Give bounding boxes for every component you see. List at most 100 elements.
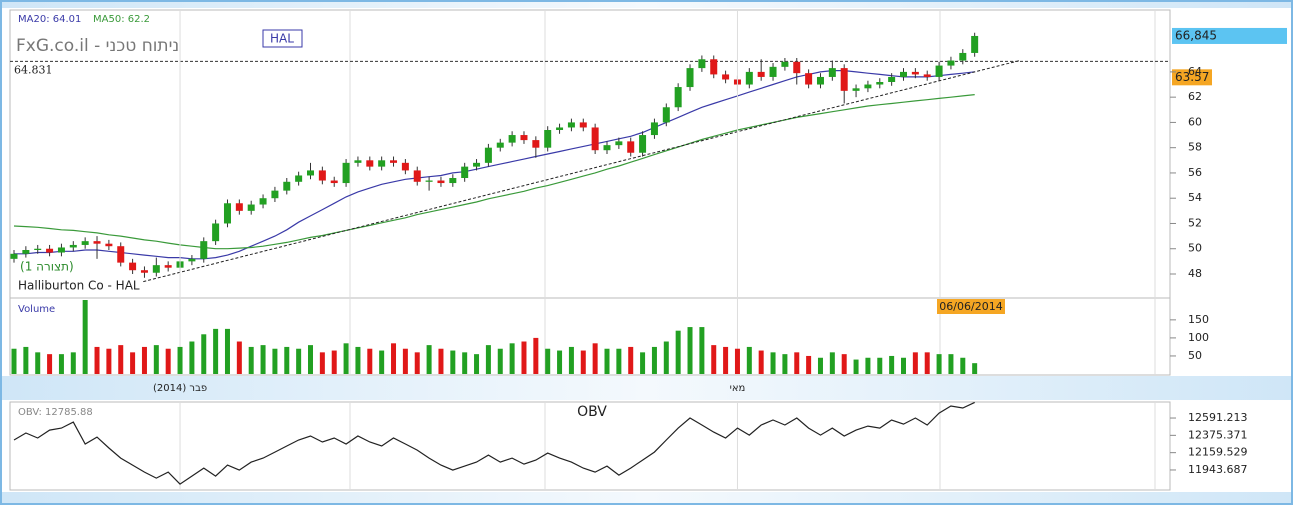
candle-body	[532, 140, 540, 148]
site-title: FxG.co.il - ניתוח טכני	[16, 36, 179, 56]
annotation: (תצורה 1)	[20, 260, 74, 274]
volume-bar	[497, 348, 503, 374]
candle-body	[923, 74, 931, 77]
candle-body	[378, 160, 386, 167]
volume-bar	[829, 352, 835, 374]
volume-bar	[557, 350, 563, 374]
volume-bar	[165, 348, 171, 374]
candle-body	[473, 162, 481, 167]
candle-body	[425, 180, 433, 182]
candle-body	[935, 65, 943, 77]
subtitle: Halliburton Co - HAL	[18, 279, 140, 293]
y-tick-label: 50	[1188, 349, 1202, 362]
candle-body	[164, 265, 172, 268]
obv-line	[13, 401, 975, 485]
candle-body	[93, 241, 101, 244]
candle-body	[307, 170, 314, 176]
volume-bar	[960, 357, 966, 374]
candle-body	[556, 127, 564, 130]
y-tick-label: 50	[1188, 242, 1202, 255]
y-tick-label: 150	[1188, 313, 1209, 326]
volume-bar	[153, 345, 159, 374]
volume-bar	[651, 346, 657, 374]
candle-body	[496, 142, 504, 148]
volume-bar	[568, 346, 574, 374]
candle-body	[971, 35, 979, 53]
candle-body	[710, 59, 718, 75]
candle-body	[330, 180, 338, 184]
candle-body	[639, 135, 647, 153]
candle-body	[437, 180, 445, 184]
y-tick-label: 12159.529	[1188, 446, 1248, 459]
candle-body	[461, 166, 469, 178]
y-tick-label: 12375.371	[1188, 428, 1248, 441]
candle-body	[46, 248, 54, 253]
candle-body	[188, 258, 196, 262]
candle-body	[520, 135, 528, 141]
candle-body	[828, 68, 836, 77]
candle-body	[390, 160, 398, 163]
candle-body	[793, 61, 801, 74]
volume-bar	[901, 357, 906, 374]
candle-body	[722, 74, 730, 80]
obv-panel	[9, 401, 1171, 491]
volume-bar	[462, 352, 468, 374]
date-band	[2, 376, 1291, 400]
volume-bar	[853, 359, 859, 374]
volume-bar	[794, 352, 800, 374]
y-tick-label: 12591.213	[1188, 411, 1248, 424]
y-tick-label: 60	[1188, 115, 1202, 128]
volume-bar	[580, 350, 586, 374]
marker-box	[1172, 69, 1212, 86]
volume-bar	[141, 346, 147, 374]
volume-bar	[94, 346, 100, 374]
last-price-box	[1172, 27, 1287, 44]
volume-bar	[734, 348, 740, 374]
volume-bar	[806, 355, 812, 374]
level-label: 64.831	[14, 63, 53, 76]
candle-body	[591, 127, 599, 151]
date-box	[937, 299, 1005, 314]
legend-entry: MA20: 64.01	[18, 14, 81, 25]
y-tick-label: 54	[1188, 191, 1202, 204]
volume-bar	[924, 352, 930, 374]
candle-body	[650, 122, 658, 136]
volume-bar	[296, 348, 302, 374]
candle-body	[662, 107, 670, 123]
candle-body	[484, 147, 492, 163]
y-tick-label: 58	[1188, 141, 1202, 154]
candle-body	[342, 162, 350, 184]
candle-body	[81, 241, 89, 245]
candle-body	[947, 60, 955, 66]
volume-bar	[284, 346, 290, 374]
volume-bar	[343, 343, 349, 374]
candle-body	[627, 141, 635, 153]
candle-body	[686, 68, 694, 88]
y-tick-label: 56	[1188, 166, 1202, 179]
marker-label: 63.57	[1175, 70, 1209, 84]
volume-bar	[35, 352, 41, 374]
volume-bar	[391, 343, 397, 374]
volume-bar	[260, 345, 266, 374]
volume-bar	[118, 345, 124, 374]
time-grid	[349, 10, 1156, 490]
candle-body	[22, 250, 30, 254]
candle-body	[223, 203, 231, 224]
volume-bar	[877, 357, 883, 374]
volume-bar	[699, 327, 705, 374]
volume-bar	[711, 345, 717, 374]
y-tick-label: 62	[1188, 90, 1202, 103]
candle-body	[129, 262, 137, 271]
volume-bar	[201, 334, 207, 374]
candle-body	[757, 71, 765, 77]
volume-bar	[782, 354, 788, 374]
volume-bar	[189, 341, 195, 374]
volume-bar	[402, 348, 408, 374]
candle-body	[745, 71, 753, 85]
volume-bar	[426, 345, 432, 374]
legend-entry: MA50: 62.2	[93, 14, 150, 25]
volume-bar	[106, 348, 112, 374]
candle-body	[603, 145, 611, 151]
candle-body	[567, 122, 575, 128]
candle-body	[544, 130, 552, 148]
